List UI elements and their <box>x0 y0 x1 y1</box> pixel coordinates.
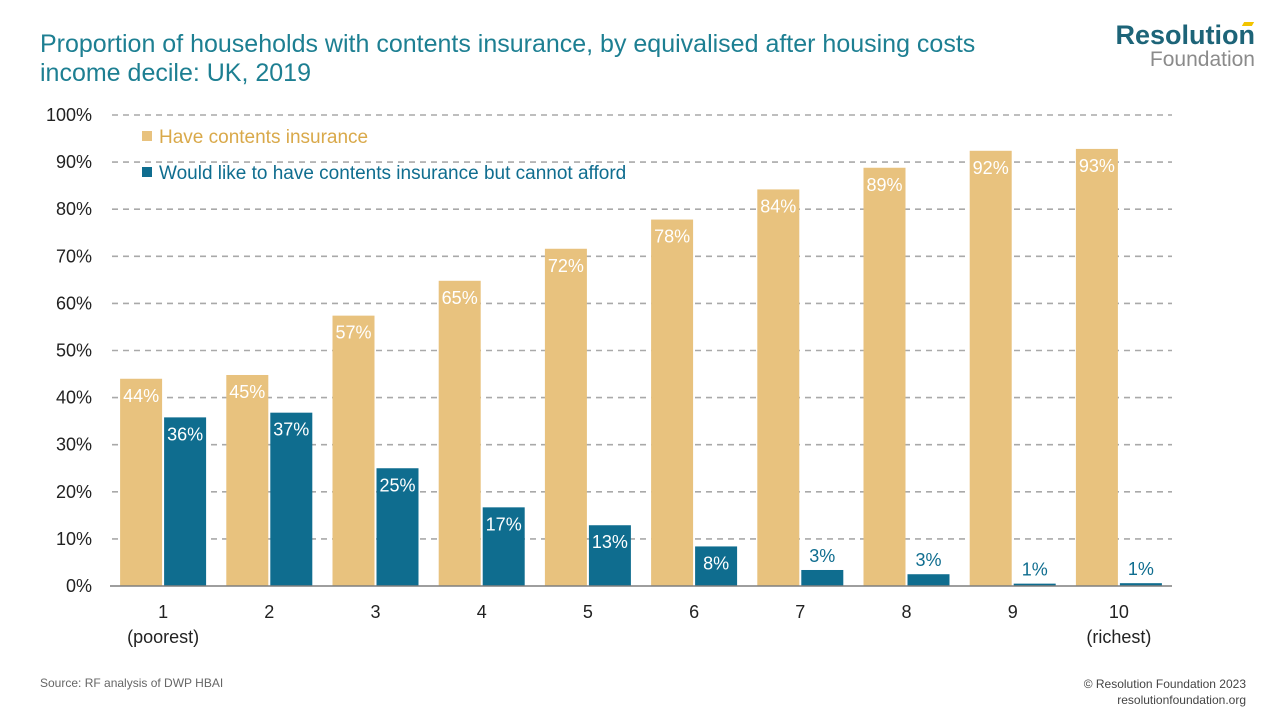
bar-cannot-afford <box>695 546 738 586</box>
x-tick-label: 8 <box>901 602 911 622</box>
y-tick-label: 90% <box>56 152 92 172</box>
chart-title: Proportion of households with contents i… <box>40 30 1080 88</box>
data-label-have-insurance: 93% <box>1079 156 1115 176</box>
brand-logo: Resolution Foundation <box>1116 20 1256 70</box>
x-tick-label: 1 <box>158 602 168 622</box>
data-label-cannot-afford: 1% <box>1022 560 1048 580</box>
bar-cannot-afford <box>164 417 207 586</box>
data-label-have-insurance: 78% <box>654 227 690 247</box>
y-tick-label: 40% <box>56 388 92 408</box>
legend-swatch-have-insurance <box>142 131 152 141</box>
x-tick-label: 3 <box>370 602 380 622</box>
data-label-cannot-afford: 17% <box>486 514 522 534</box>
data-label-cannot-afford: 13% <box>592 532 628 552</box>
y-tick-label: 10% <box>56 529 92 549</box>
bar-have-insurance <box>651 219 694 586</box>
bar-have-insurance <box>332 315 375 586</box>
bar-cannot-afford <box>801 569 844 586</box>
legend-label-cannot-afford: Would like to have contents insurance bu… <box>159 163 626 184</box>
copyright-text: © Resolution Foundation 2023 <box>1083 677 1246 691</box>
data-label-cannot-afford: 37% <box>273 420 309 440</box>
data-label-cannot-afford: 8% <box>703 553 729 573</box>
bar-have-insurance <box>544 248 587 586</box>
data-label-cannot-afford: 3% <box>809 546 835 566</box>
footer-credits: © Resolution Foundation 2023 resolutionf… <box>1084 676 1246 708</box>
bar-have-insurance <box>120 378 163 586</box>
y-tick-label: 80% <box>56 199 92 219</box>
title-line-1: Proportion of households with contents i… <box>40 30 976 58</box>
bar-have-insurance <box>226 374 269 586</box>
source-note: Source: RF analysis of DWP HBAI <box>40 676 224 690</box>
logo-line-2: Foundation <box>1149 48 1255 71</box>
bar-cannot-afford <box>482 507 525 586</box>
logo-line-1: Resolution <box>1116 20 1256 50</box>
bar-have-insurance <box>863 167 906 586</box>
data-label-have-insurance: 45% <box>229 382 265 402</box>
x-tick-label: 7 <box>795 602 805 622</box>
bar-cannot-afford <box>376 468 419 586</box>
x-tick-label: 5 <box>583 602 593 622</box>
x-tick-label: 10 <box>1109 602 1129 622</box>
data-label-cannot-afford: 3% <box>915 550 941 570</box>
data-label-cannot-afford: 25% <box>379 475 415 495</box>
data-label-have-insurance: 72% <box>548 256 584 276</box>
y-tick-label: 60% <box>56 293 92 313</box>
bar-cannot-afford <box>907 574 950 586</box>
x-tick-label: 6 <box>689 602 699 622</box>
y-tick-label: 100% <box>46 105 92 125</box>
logo-text-1: Resolution <box>1115 20 1256 50</box>
title-line-2: income decile: UK, 2019 <box>40 59 311 87</box>
bar-have-insurance <box>757 189 800 586</box>
data-label-cannot-afford: 36% <box>167 424 203 444</box>
data-label-cannot-afford: 1% <box>1128 559 1154 579</box>
legend-swatch-cannot-afford <box>142 167 152 177</box>
data-label-have-insurance: 65% <box>442 288 478 308</box>
legend-label-have-insurance: Have contents insurance <box>159 127 368 148</box>
y-tick-label: 0% <box>66 576 92 596</box>
y-tick-label: 50% <box>56 341 92 361</box>
website-text: resolutionfoundation.org <box>1117 693 1246 707</box>
y-tick-label: 20% <box>56 482 92 502</box>
x-tick-sublabel: (poorest) <box>127 627 199 647</box>
x-tick-label: 9 <box>1008 602 1018 622</box>
data-label-have-insurance: 92% <box>973 158 1009 178</box>
data-label-have-insurance: 44% <box>123 386 159 406</box>
y-tick-label: 30% <box>56 435 92 455</box>
bar-have-insurance <box>969 150 1012 586</box>
bar-cannot-afford <box>1119 583 1162 586</box>
x-tick-label: 2 <box>264 602 274 622</box>
y-tick-label: 70% <box>56 246 92 266</box>
bar-cannot-afford <box>270 412 313 586</box>
data-label-have-insurance: 89% <box>866 175 902 195</box>
data-label-have-insurance: 57% <box>335 323 371 343</box>
bar-cannot-afford <box>1013 583 1056 586</box>
x-tick-sublabel: (richest) <box>1086 627 1151 647</box>
bar-have-insurance <box>1075 148 1118 587</box>
bar-cannot-afford <box>588 525 631 586</box>
data-label-have-insurance: 84% <box>760 196 796 216</box>
x-tick-label: 4 <box>477 602 487 622</box>
bar-have-insurance <box>438 280 481 586</box>
